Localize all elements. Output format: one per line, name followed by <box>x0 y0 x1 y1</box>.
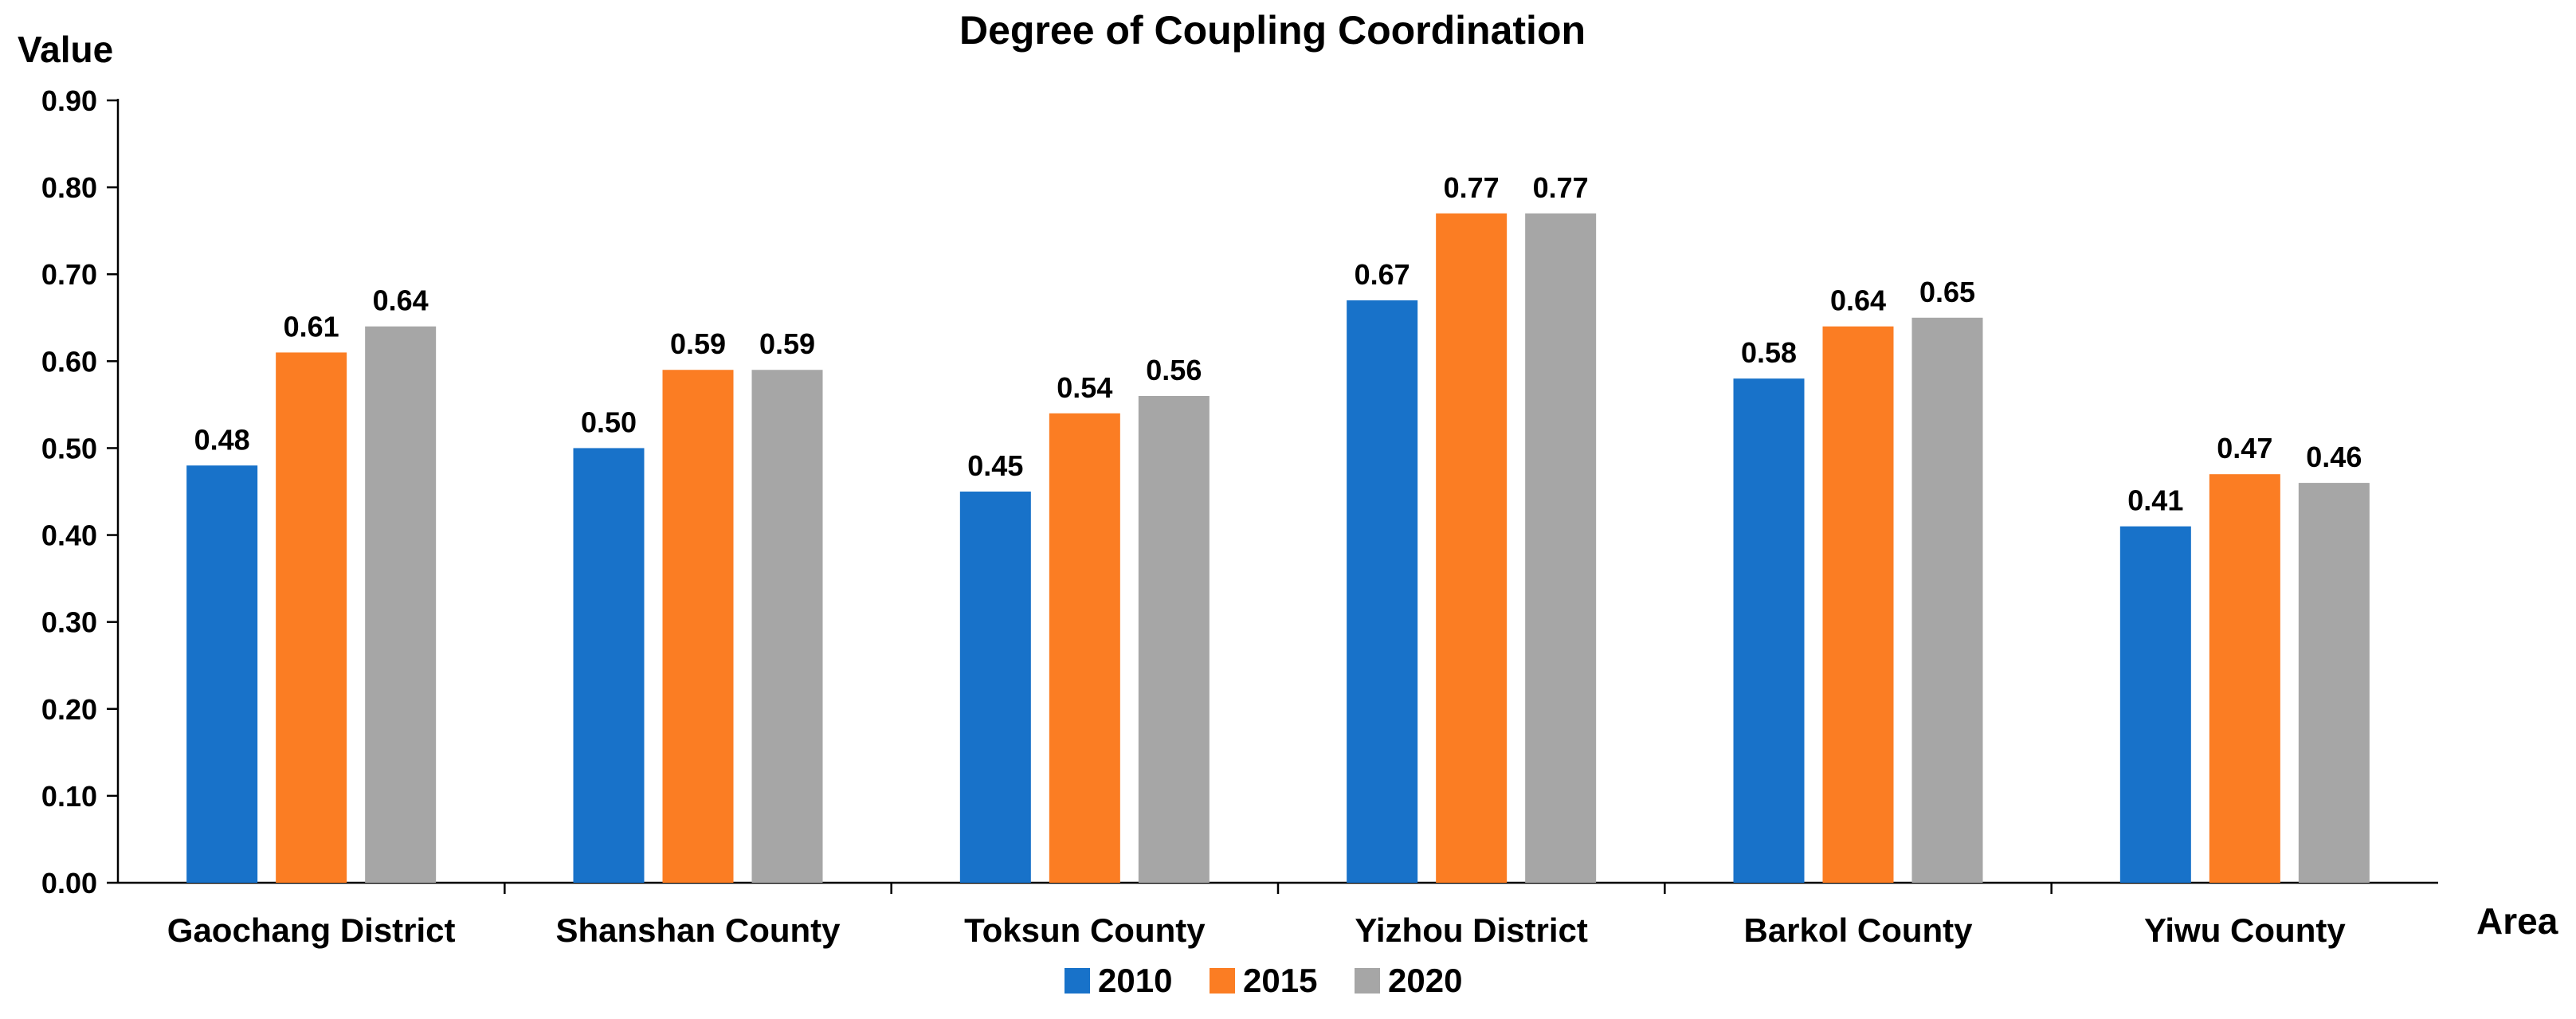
data-label: 0.67 <box>1355 258 1410 291</box>
bar-2010-barkol-county <box>1733 378 1805 884</box>
bar-2015-yizhou-district <box>1436 213 1508 883</box>
bar-2020-yiwu-county <box>2298 483 2370 883</box>
category-label: Barkol County <box>1743 911 1973 949</box>
category-label: Gaochang District <box>167 911 456 949</box>
bar-2015-barkol-county <box>1822 326 1894 883</box>
y-tick-label: 0.60 <box>41 345 97 378</box>
bar-2015-gaochang-district <box>276 352 347 883</box>
category-label: Toksun County <box>964 911 1206 949</box>
legend-label-2010: 2010 <box>1098 962 1172 999</box>
data-label: 0.41 <box>2127 484 2183 517</box>
bar-2020-shanshan-county <box>751 370 823 883</box>
bar-2010-yizhou-district <box>1347 300 1418 883</box>
legend-swatch-2015 <box>1210 968 1235 994</box>
y-tick-label: 0.30 <box>41 606 97 639</box>
y-tick-label: 0.50 <box>41 432 97 464</box>
data-label: 0.64 <box>373 284 429 317</box>
legend: 2010 2015 2020 <box>1065 962 1462 999</box>
x-axis-title: Area <box>2476 900 2558 942</box>
chart-title: Degree of Coupling Coordination <box>959 8 1586 53</box>
y-axis-title: Value <box>18 29 113 70</box>
data-label: 0.65 <box>1919 276 1975 308</box>
data-label: 0.54 <box>1057 371 1112 404</box>
y-tick-label: 0.20 <box>41 693 97 726</box>
y-tick-label: 0.70 <box>41 258 97 291</box>
bar-2010-toksun-county <box>959 492 1031 883</box>
data-label: 0.64 <box>1830 284 1886 317</box>
y-tick-label: 0.10 <box>41 780 97 813</box>
data-label: 0.61 <box>284 310 339 343</box>
bar-2020-barkol-county <box>1911 317 1983 883</box>
legend-label-2020: 2020 <box>1388 962 1462 999</box>
legend-label-2015: 2015 <box>1243 962 1317 999</box>
y-tick-label: 0.40 <box>41 519 97 552</box>
data-label: 0.46 <box>2306 441 2362 473</box>
data-label: 0.77 <box>1533 171 1589 204</box>
legend-swatch-2020 <box>1355 968 1380 994</box>
data-label: 0.58 <box>1741 336 1797 369</box>
data-label: 0.77 <box>1444 171 1500 204</box>
bar-2020-toksun-county <box>1138 395 1210 883</box>
data-label: 0.59 <box>670 327 726 360</box>
bar-2015-toksun-county <box>1049 413 1120 883</box>
data-label: 0.50 <box>581 406 637 438</box>
category-label: Shanshan County <box>555 911 841 949</box>
data-label: 0.47 <box>2217 432 2272 464</box>
bar-2020-yizhou-district <box>1525 213 1597 883</box>
bar-2015-yiwu-county <box>2209 474 2280 883</box>
bar-2020-gaochang-district <box>365 326 437 883</box>
data-label: 0.56 <box>1146 354 1202 386</box>
category-label: Yizhou District <box>1355 911 1587 949</box>
plot-area: 0.00 0.10 0.20 0.30 0.40 0.50 0.60 0.70 0.80 0.90… <box>41 84 2438 949</box>
y-tick-label: 0.80 <box>41 171 97 204</box>
legend-swatch-2010 <box>1065 968 1090 994</box>
bar-2010-shanshan-county <box>573 448 645 883</box>
y-tick-label: 0.00 <box>41 867 97 899</box>
y-tick-label: 0.90 <box>41 84 97 117</box>
category-label: Yiwu County <box>2144 911 2346 949</box>
data-label: 0.48 <box>194 423 250 456</box>
bar-2010-yiwu-county <box>2119 526 2191 883</box>
bar-2015-shanshan-county <box>662 370 734 883</box>
data-label: 0.45 <box>967 449 1023 482</box>
bar-2010-gaochang-district <box>186 465 258 883</box>
data-label: 0.59 <box>759 327 815 360</box>
